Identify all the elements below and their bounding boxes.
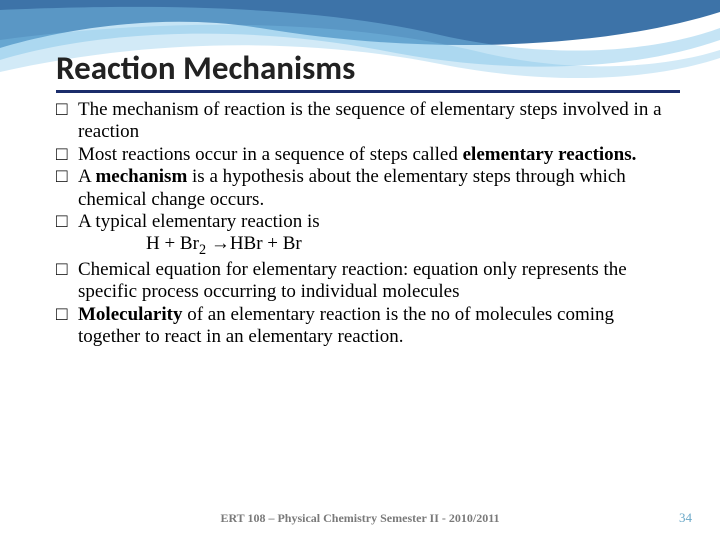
bullet-list: The mechanism of reaction is the sequenc…: [56, 99, 680, 233]
slide-content: Reaction Mechanisms The mechanism of rea…: [0, 0, 720, 349]
equation-line: H + Br2 →HBr + Br: [146, 233, 680, 259]
bullet-item: The mechanism of reaction is the sequenc…: [56, 99, 680, 144]
bullet-item: Most reactions occur in a sequence of st…: [56, 144, 680, 166]
footer-text: ERT 108 – Physical Chemistry Semester II…: [0, 511, 720, 526]
page-number: 34: [679, 510, 692, 526]
bullet-list-continued: Chemical equation for elementary reactio…: [56, 259, 680, 349]
slide-title: Reaction Mechanisms: [56, 48, 680, 93]
bullet-item: Chemical equation for elementary reactio…: [56, 259, 680, 304]
bullet-item: A typical elementary reaction is: [56, 211, 680, 233]
bullet-item: Molecularity of an elementary reaction i…: [56, 304, 680, 349]
bullet-item: A mechanism is a hypothesis about the el…: [56, 166, 680, 211]
